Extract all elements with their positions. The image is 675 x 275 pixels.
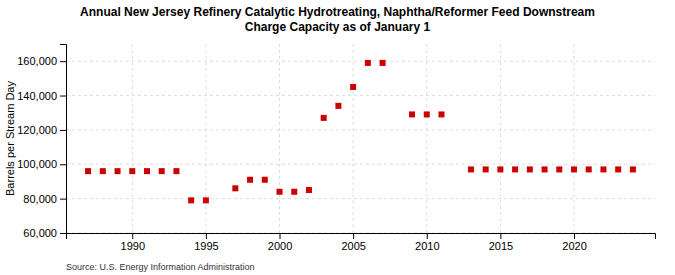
point bbox=[85, 168, 91, 174]
point bbox=[232, 185, 238, 191]
grid-line-x bbox=[132, 44, 133, 233]
y-tick-label: 60,000 bbox=[23, 227, 57, 239]
point bbox=[100, 168, 106, 174]
y-tick-mark bbox=[60, 130, 66, 131]
y-tick-mark bbox=[60, 164, 66, 165]
x-tick: 2020 bbox=[562, 233, 586, 252]
point bbox=[335, 103, 341, 109]
y-tick-label: 80,000 bbox=[23, 193, 57, 205]
x-tick-mark bbox=[574, 233, 575, 239]
point bbox=[262, 177, 268, 183]
x-tick: 2015 bbox=[489, 233, 513, 252]
x-tick-mark bbox=[500, 233, 501, 239]
grid-line-y bbox=[66, 61, 655, 62]
y-tick: 60,000 bbox=[23, 227, 66, 239]
point bbox=[188, 197, 194, 203]
point bbox=[380, 60, 386, 66]
point bbox=[277, 189, 283, 195]
x-tick-mark bbox=[132, 233, 133, 239]
grid-line-y bbox=[66, 164, 655, 165]
x-tick-label: 2000 bbox=[268, 240, 292, 252]
grid-line-x bbox=[353, 44, 354, 233]
y-tick: 160,000 bbox=[17, 55, 66, 67]
source: Source: U.S. Energy Information Administ… bbox=[66, 262, 255, 272]
y-tick: 120,000 bbox=[17, 124, 66, 136]
y-tick-mark bbox=[60, 61, 66, 62]
grid-line-y bbox=[66, 95, 655, 96]
x-tick: 2000 bbox=[268, 233, 292, 252]
grid-line-y bbox=[66, 129, 655, 130]
y-tick: 140,000 bbox=[17, 90, 66, 102]
title-line: Annual New Jersey Refinery Catalytic Hyd… bbox=[80, 5, 595, 19]
points bbox=[85, 60, 636, 203]
x-tick-mark bbox=[353, 233, 354, 239]
x-tick-mark bbox=[206, 233, 207, 239]
point bbox=[350, 84, 356, 90]
point bbox=[159, 168, 165, 174]
point bbox=[483, 166, 489, 172]
grid bbox=[66, 44, 655, 233]
x-tick-label: 1995 bbox=[194, 240, 218, 252]
x-tick-mark bbox=[280, 233, 281, 239]
x-tick-label: 1990 bbox=[121, 240, 145, 252]
point bbox=[129, 168, 135, 174]
plot-area: 1990 1995 2000 2005 2010 2015 2020 60,000 80,000… bbox=[17, 44, 655, 252]
grid-line-x bbox=[205, 44, 206, 233]
point bbox=[556, 166, 562, 172]
y-tick-label: 120,000 bbox=[17, 124, 57, 136]
y-axis: 60,000 80,000 100,000 120,000 140,000 160,000 bbox=[17, 45, 66, 240]
x-tick-label: 2020 bbox=[562, 240, 586, 252]
point bbox=[600, 166, 606, 172]
point bbox=[247, 177, 253, 183]
point bbox=[203, 197, 209, 203]
y-tick: 80,000 bbox=[23, 193, 66, 205]
point bbox=[630, 166, 636, 172]
title: Annual New Jersey Refinery Catalytic Hyd… bbox=[80, 5, 595, 34]
grid-line-x bbox=[279, 44, 280, 233]
point bbox=[409, 111, 415, 117]
y-tick-mark bbox=[60, 199, 66, 200]
y-tick-label: 140,000 bbox=[17, 90, 57, 102]
x-tick-label: 2010 bbox=[415, 240, 439, 252]
point bbox=[173, 168, 179, 174]
x-tick: 1995 bbox=[194, 233, 218, 252]
grid-line-x bbox=[500, 44, 501, 233]
x-tick: 2005 bbox=[341, 233, 365, 252]
grid-line-x bbox=[426, 44, 427, 233]
point bbox=[291, 189, 297, 195]
title-line: Charge Capacity as of January 1 bbox=[245, 20, 431, 34]
y-tick-mark bbox=[60, 96, 66, 97]
y-tick: 100,000 bbox=[17, 158, 66, 170]
y-tick-label: 160,000 bbox=[17, 55, 57, 67]
x-axis: 1990 1995 2000 2005 2010 2015 2020 bbox=[67, 233, 656, 252]
point bbox=[527, 166, 533, 172]
y-axis-title: Barrels per Stream Day bbox=[4, 81, 16, 196]
x-tick-mark bbox=[427, 233, 428, 239]
point bbox=[497, 166, 503, 172]
x-tick-label: 2015 bbox=[489, 240, 513, 252]
point bbox=[438, 111, 444, 117]
point bbox=[615, 166, 621, 172]
y-tick-label: 100,000 bbox=[17, 158, 57, 170]
point bbox=[512, 166, 518, 172]
point bbox=[144, 168, 150, 174]
grid-line-x bbox=[574, 44, 575, 233]
x-tick: 1990 bbox=[121, 233, 145, 252]
grid-line-y bbox=[66, 198, 655, 199]
x-tick-label: 2005 bbox=[341, 240, 365, 252]
point bbox=[586, 166, 592, 172]
point bbox=[468, 166, 474, 172]
x-axis-line bbox=[67, 234, 656, 240]
point bbox=[115, 168, 121, 174]
point bbox=[306, 187, 312, 193]
x-tick: 2010 bbox=[415, 233, 439, 252]
chart-svg: 1990 1995 2000 2005 2010 2015 2020 60,000 80,000… bbox=[0, 0, 675, 275]
y-tick-mark bbox=[60, 233, 66, 234]
point bbox=[321, 115, 327, 121]
y-axis-line bbox=[60, 45, 67, 234]
point bbox=[542, 166, 548, 172]
point bbox=[571, 166, 577, 172]
point bbox=[424, 111, 430, 117]
point bbox=[365, 60, 371, 66]
